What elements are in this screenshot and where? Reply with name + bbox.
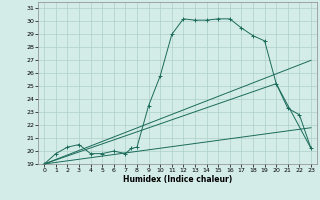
X-axis label: Humidex (Indice chaleur): Humidex (Indice chaleur) [123,175,232,184]
